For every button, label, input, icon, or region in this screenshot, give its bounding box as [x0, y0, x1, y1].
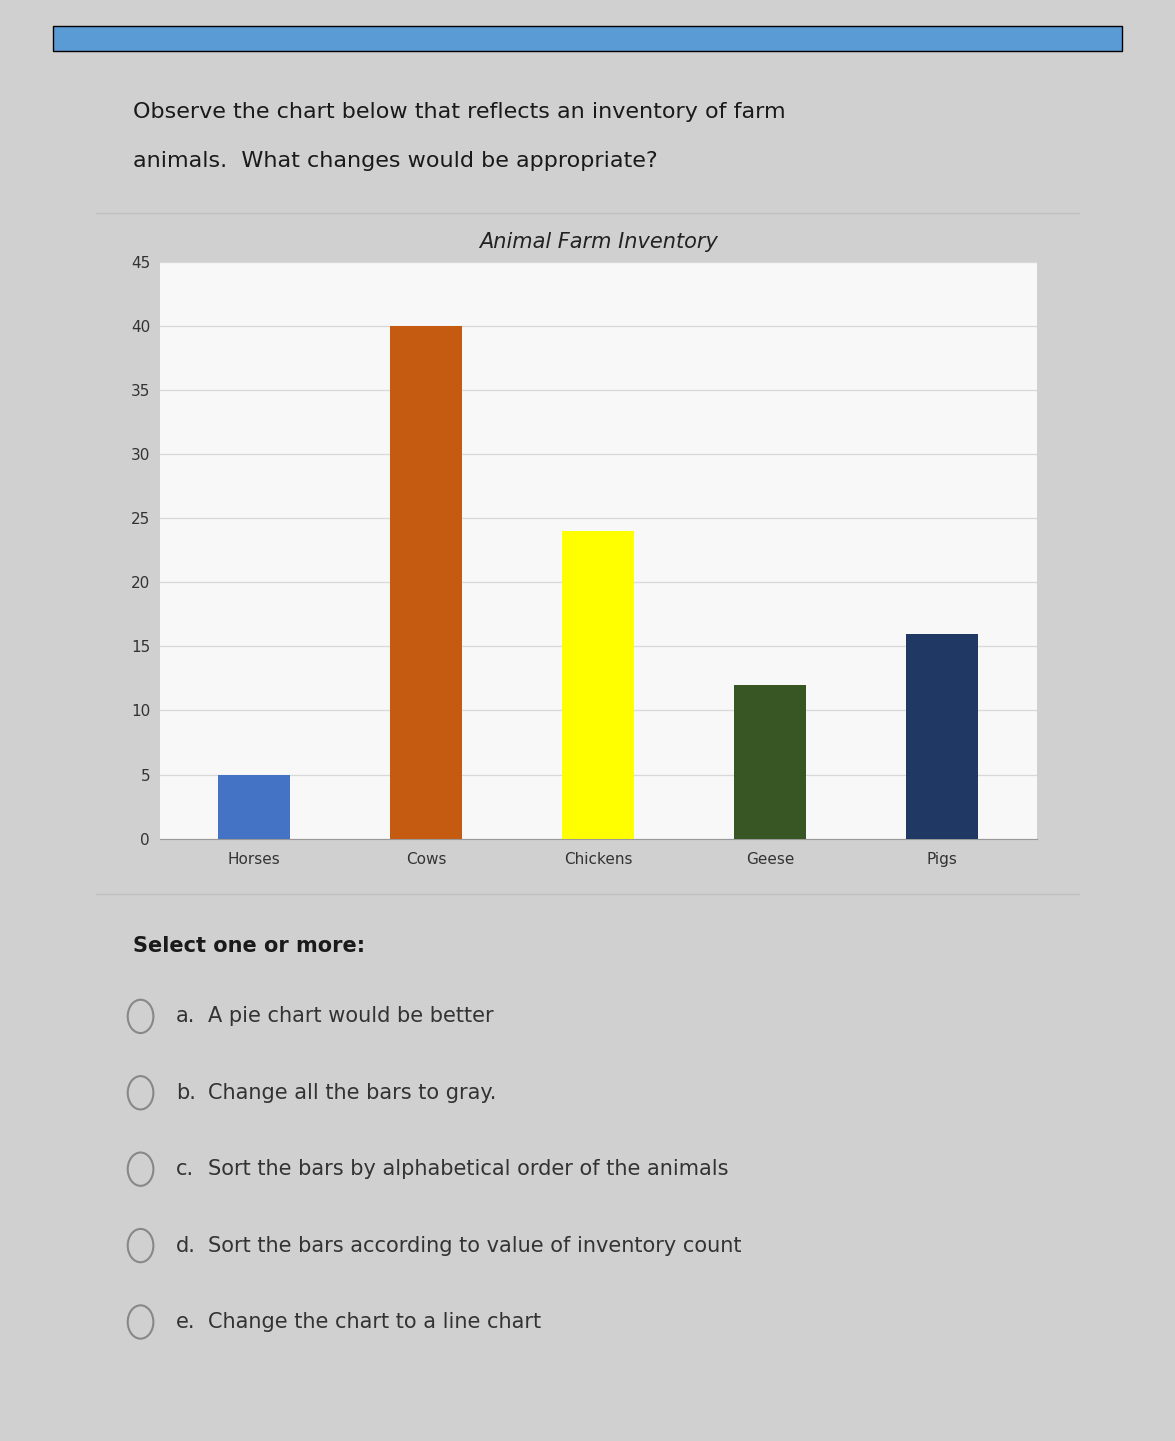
Text: A pie chart would be better: A pie chart would be better	[208, 1006, 494, 1026]
Text: c.: c.	[176, 1159, 194, 1179]
FancyBboxPatch shape	[53, 26, 1122, 50]
Text: d.: d.	[176, 1235, 196, 1255]
Text: Observe the chart below that reflects an inventory of farm: Observe the chart below that reflects an…	[133, 102, 786, 122]
Text: Change the chart to a line chart: Change the chart to a line chart	[208, 1311, 540, 1331]
Text: Sort the bars according to value of inventory count: Sort the bars according to value of inve…	[208, 1235, 741, 1255]
Text: b.: b.	[176, 1082, 196, 1102]
Text: Select one or more:: Select one or more:	[133, 935, 365, 955]
Text: Change all the bars to gray.: Change all the bars to gray.	[208, 1082, 496, 1102]
Bar	[562, 532, 634, 839]
Text: Sort the bars by alphabetical order of the animals: Sort the bars by alphabetical order of t…	[208, 1159, 728, 1179]
Text: animals.  What changes would be appropriate?: animals. What changes would be appropria…	[133, 151, 658, 171]
Text: a.: a.	[176, 1006, 195, 1026]
Bar	[734, 684, 806, 839]
Bar	[219, 774, 290, 839]
Title: Animal Farm Inventory: Animal Farm Inventory	[478, 232, 718, 252]
Bar	[906, 634, 978, 839]
Text: e.: e.	[176, 1311, 195, 1331]
Bar	[390, 326, 463, 839]
